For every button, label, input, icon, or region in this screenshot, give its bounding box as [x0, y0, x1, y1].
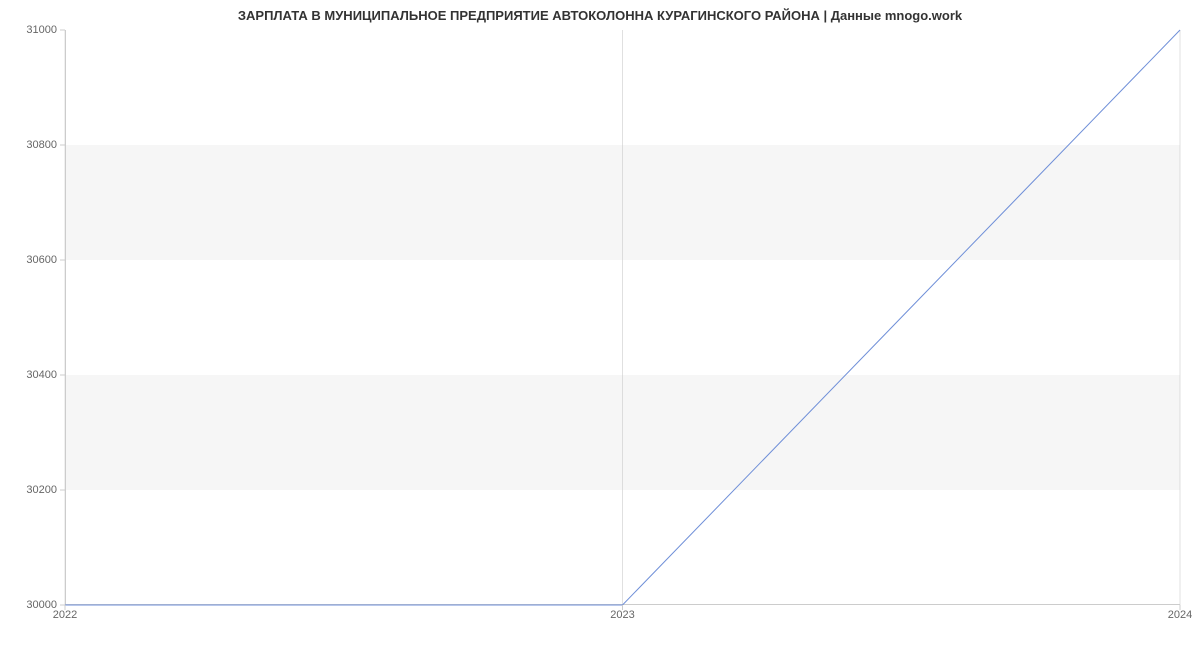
x-tick-label: 2022	[53, 605, 77, 621]
y-tick-label: 30600	[26, 254, 65, 266]
y-tick-label: 30400	[26, 369, 65, 381]
x-tick-label: 2023	[610, 605, 634, 621]
chart-title: ЗАРПЛАТА В МУНИЦИПАЛЬНОЕ ПРЕДПРИЯТИЕ АВТ…	[0, 8, 1200, 23]
plot-area: 3000030200304003060030800310002022202320…	[65, 30, 1180, 605]
x-tick-label: 2024	[1168, 605, 1192, 621]
y-tick-label: 30800	[26, 139, 65, 151]
y-tick-label: 31000	[26, 24, 65, 36]
y-tick-label: 30200	[26, 484, 65, 496]
salary-line-chart: ЗАРПЛАТА В МУНИЦИПАЛЬНОЕ ПРЕДПРИЯТИЕ АВТ…	[0, 0, 1200, 650]
